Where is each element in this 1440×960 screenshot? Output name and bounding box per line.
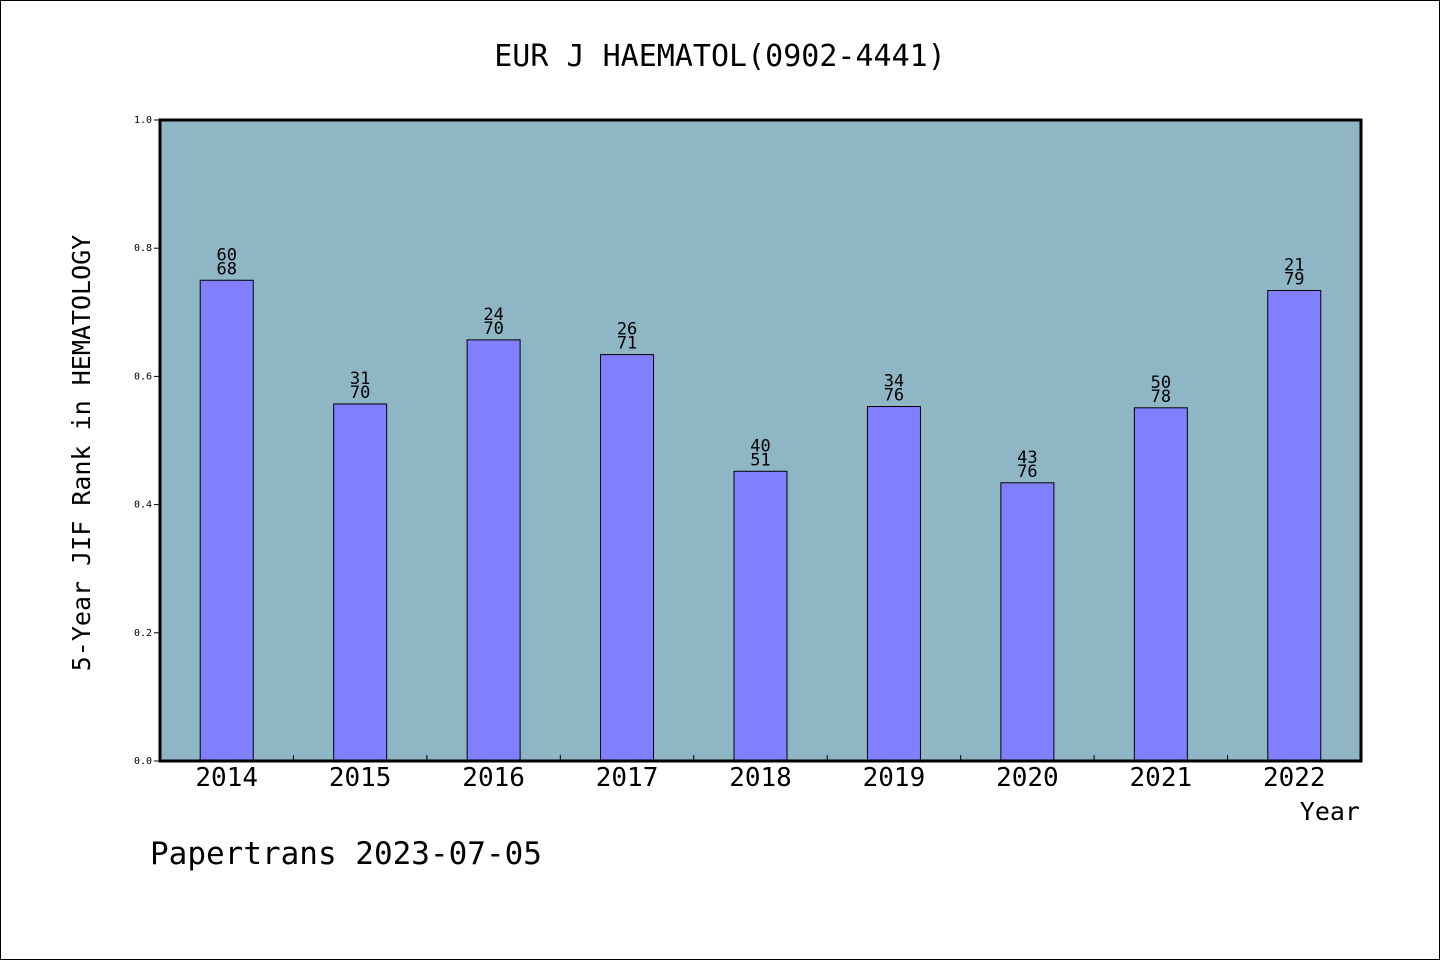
y-tick-label-0.6: 0.6 — [134, 371, 152, 382]
bar-label-top-2015: 31 — [350, 369, 370, 389]
bar-label-bottom-2017: 71 — [617, 334, 637, 354]
bar-label-bottom-2014: 68 — [216, 259, 236, 279]
bar-label-bottom-2015: 70 — [350, 383, 370, 403]
x-axis: 2014 2015 2016 2017 2018 2019 2020 2021 2022 — [195, 755, 1326, 793]
bar-label-bottom-2016: 70 — [483, 319, 503, 339]
y-tick-label-1.0: 1.0 — [134, 115, 152, 126]
bar-2016 — [466, 339, 521, 762]
x-tick-label-2016: 2016 — [462, 763, 525, 793]
x-axis-label: Year — [1300, 797, 1360, 826]
bar-2021 — [1133, 407, 1188, 762]
bar-label-top-2020: 43 — [1017, 448, 1037, 468]
y-tick-label-0.2: 0.2 — [134, 628, 152, 639]
x-tick-label-2021: 2021 — [1130, 763, 1193, 793]
bar-label-bottom-2021: 78 — [1151, 387, 1171, 407]
bar-2017 — [600, 354, 655, 762]
bar-2015 — [333, 403, 388, 762]
bar-label-bottom-2019: 76 — [884, 386, 904, 406]
bar-label-bottom-2022: 79 — [1284, 270, 1304, 290]
bar-label-bottom-2018: 51 — [750, 450, 770, 470]
x-tick-label-2018: 2018 — [729, 763, 792, 793]
y-tick-label-0.4: 0.4 — [134, 500, 152, 511]
chart-title: EUR J HAEMATOL(0902-4441) — [494, 39, 946, 74]
bar-label-top-2014: 60 — [216, 245, 236, 265]
bar-label-top-2021: 50 — [1151, 373, 1171, 393]
bar-2019 — [866, 406, 921, 762]
bar-2014 — [199, 279, 254, 762]
bar-label-top-2019: 34 — [884, 372, 904, 392]
y-tick-label-0.0: 0.0 — [134, 756, 152, 767]
x-tick-label-2017: 2017 — [596, 763, 659, 793]
bar-label-bottom-2020: 76 — [1017, 462, 1037, 482]
bar-label-top-2022: 21 — [1284, 256, 1304, 276]
x-tick-label-2022: 2022 — [1263, 763, 1326, 793]
footer-credit: Papertrans 2023-07-05 — [150, 836, 542, 872]
bar-2020 — [1000, 482, 1055, 762]
bar-label-top-2016: 24 — [483, 305, 503, 325]
x-tick-label-2014: 2014 — [195, 763, 258, 793]
bar-label-top-2018: 40 — [750, 436, 770, 456]
bar-2018 — [733, 470, 788, 762]
x-tick-label-2015: 2015 — [329, 763, 392, 793]
x-tick-label-2019: 2019 — [863, 763, 926, 793]
bar-label-top-2017: 26 — [617, 320, 637, 340]
y-tick-label-0.8: 0.8 — [134, 243, 152, 254]
bar-2022 — [1267, 290, 1322, 762]
y-axis: 0.0 0.2 0.4 0.6 0.8 1.0 — [134, 115, 160, 767]
y-axis-label: 5-Year JIF Rank in HEMATOLOGY — [67, 235, 96, 672]
x-tick-label-2020: 2020 — [996, 763, 1059, 793]
plot-border — [158, 118, 1363, 763]
